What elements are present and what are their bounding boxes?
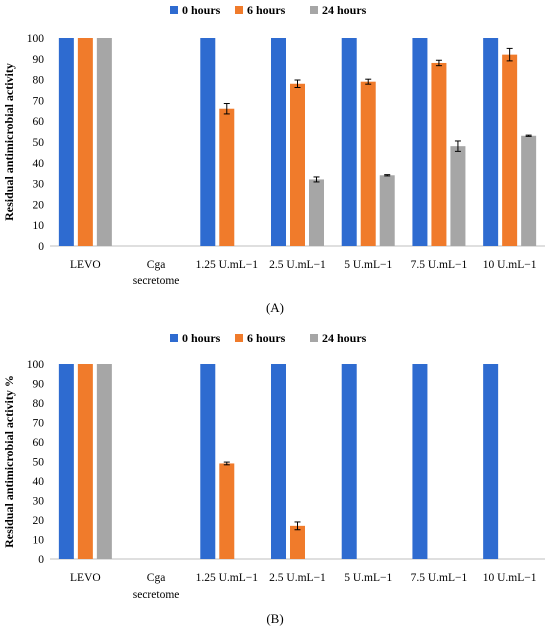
x-category-label: 1.25 U.mL−1 [196, 572, 259, 584]
chart-panel-2: 0 hours 6 hours 24 hours 0 10 20 30 40 50 60 70 80 9… [2, 331, 545, 626]
y-tick-label: 40 [33, 476, 45, 488]
y-tick-label: 90 [33, 379, 45, 391]
y-tick-label: 70 [33, 418, 45, 430]
y-tick-label: 100 [27, 359, 45, 371]
y-tick-label: 10 [33, 220, 45, 232]
bar-0-hours-3 [200, 38, 216, 246]
x-category-label: LEVO [70, 572, 101, 584]
y-tick-label: 70 [33, 95, 45, 107]
bar-0-hours-1 [58, 38, 74, 246]
x-category-label: 5 U.mL−1 [344, 259, 392, 271]
bar-24-hours-7 [521, 135, 537, 246]
bar-0-hours-7 [483, 364, 499, 559]
legend-label-6-hours: 6 hours [247, 331, 286, 345]
x-category-label: 5 U.mL−1 [344, 572, 392, 584]
x-category-label: Cga [147, 572, 166, 584]
x-category-label: secretome [133, 589, 180, 601]
legend-swatch-6-hours [235, 6, 243, 14]
legend-swatch-0-hours [170, 6, 178, 14]
x-category-label: 10 U.mL−1 [483, 259, 537, 271]
x-category-label: 2.5 U.mL−1 [269, 572, 326, 584]
y-axis-label: Residual antimicrobial activity % [2, 375, 16, 548]
x-category-label: 10 U.mL−1 [483, 572, 537, 584]
y-tick-label: 80 [33, 398, 45, 410]
bar-0-hours-1 [58, 364, 74, 559]
bar-0-hours-6 [412, 38, 428, 246]
panel-label: (A) [266, 300, 284, 315]
bar-6-hours-4 [290, 83, 305, 246]
bar-0-hours-5 [341, 364, 357, 559]
x-category-label: 7.5 U.mL−1 [411, 259, 468, 271]
legend-label-24-hours: 24 hours [322, 3, 367, 17]
y-tick-label: 50 [33, 137, 45, 149]
legend-swatch-0-hours [170, 334, 178, 342]
bar-6-hours-3 [219, 463, 235, 559]
bar-0-hours-6 [412, 364, 428, 559]
y-tick-label: 10 [33, 535, 45, 547]
bar-24-hours-4 [309, 179, 324, 246]
x-category-label: 2.5 U.mL−1 [269, 259, 326, 271]
bar-0-hours-3 [200, 364, 216, 559]
bar-6-hours-1 [77, 38, 93, 246]
y-tick-label: 40 [33, 158, 45, 170]
y-tick-label: 0 [38, 241, 44, 253]
bar-24-hours-1 [96, 364, 112, 559]
bar-6-hours-7 [502, 54, 518, 246]
y-tick-label: 60 [33, 437, 45, 449]
x-category-label: Cga [147, 259, 166, 271]
x-category-label: secretome [133, 275, 180, 287]
bar-0-hours-5 [341, 38, 357, 246]
y-tick-label: 100 [27, 33, 45, 45]
panel-label: (B) [266, 611, 283, 626]
bar-6-hours-4 [290, 525, 305, 559]
x-category-label: LEVO [70, 259, 101, 271]
bar-6-hours-5 [360, 81, 376, 247]
bar-24-hours-6 [450, 146, 466, 246]
y-tick-label: 30 [33, 496, 45, 508]
y-tick-label: 30 [33, 179, 45, 191]
legend-swatch-24-hours [310, 6, 318, 14]
legend-label-0-hours: 0 hours [182, 3, 221, 17]
bar-0-hours-7 [483, 38, 499, 246]
y-tick-label: 90 [33, 54, 45, 66]
y-tick-label: 50 [33, 457, 45, 469]
bar-6-hours-3 [219, 108, 235, 246]
legend-swatch-24-hours [310, 334, 318, 342]
y-tick-label: 0 [38, 554, 44, 566]
y-tick-label: 60 [33, 116, 45, 128]
chart-panel-1: 0 hours 6 hours 24 hours 0 10 20 30 40 50 60 70 80 9… [2, 3, 545, 315]
y-axis-label: Residual antimicrobial activity [2, 63, 16, 221]
bar-6-hours-6 [431, 62, 447, 247]
bar-0-hours-4 [271, 364, 286, 559]
y-tick-label: 20 [33, 199, 45, 211]
legend-label-24-hours: 24 hours [322, 331, 367, 345]
x-category-label: 7.5 U.mL−1 [411, 572, 468, 584]
legend-label-0-hours: 0 hours [182, 331, 221, 345]
legend-swatch-6-hours [235, 334, 243, 342]
bar-24-hours-1 [96, 38, 112, 246]
legend-label-6-hours: 6 hours [247, 3, 286, 17]
bar-24-hours-5 [379, 175, 395, 246]
y-tick-label: 80 [33, 75, 45, 87]
bar-6-hours-1 [77, 364, 93, 559]
x-category-label: 1.25 U.mL−1 [196, 259, 259, 271]
bar-0-hours-4 [271, 38, 286, 246]
y-tick-label: 20 [33, 515, 45, 527]
